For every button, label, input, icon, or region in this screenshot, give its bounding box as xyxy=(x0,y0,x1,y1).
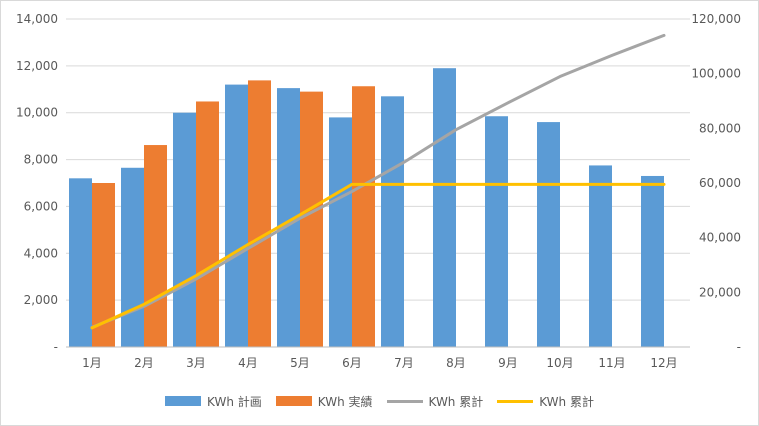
legend: KWh 計画 KWh 実績 KWh 累計 KWh 累計 xyxy=(0,390,759,412)
y-left-tick-label: 6,000 xyxy=(24,199,58,213)
y-right-tick-label: 80,000 xyxy=(699,121,741,135)
x-tick-label: 12月 xyxy=(650,356,677,370)
legend-label: KWh 累計 xyxy=(539,394,594,409)
x-tick-label: 1月 xyxy=(82,356,102,370)
x-tick-label: 10月 xyxy=(546,356,573,370)
legend-label: KWh 累計 xyxy=(428,394,484,409)
bar-plan xyxy=(381,96,404,347)
y-left-tick-label: - xyxy=(54,340,58,354)
bar-plan xyxy=(641,175,664,347)
x-tick-label: 2月 xyxy=(134,356,154,370)
bar-plan xyxy=(537,122,560,347)
bar-plan xyxy=(173,112,196,347)
y-right-tick-label: 120,000 xyxy=(691,12,741,26)
bar-actual xyxy=(196,101,219,348)
legend-label: KWh 計画 xyxy=(207,394,262,409)
bar-plan xyxy=(225,84,248,347)
bar-plan xyxy=(485,116,508,347)
y-left-tick-label: 8,000 xyxy=(24,153,58,167)
bar-plan xyxy=(329,117,352,348)
x-tick-label: 11月 xyxy=(598,356,625,370)
y-left-tick-label: 4,000 xyxy=(24,246,58,260)
y-right-tick-label: 60,000 xyxy=(699,176,741,190)
legend-swatch xyxy=(275,396,312,406)
y-right-tick-label: - xyxy=(737,340,741,354)
legend-swatch xyxy=(497,399,534,403)
bar-actual xyxy=(248,80,271,347)
legend-item: KWh 計画 xyxy=(165,393,262,410)
axes: - 2,000 4,000 6,000 8,000 10,000 12,000 14,000 -… xyxy=(16,12,741,370)
legend-item: KWh 実績 xyxy=(275,393,373,410)
bar-actual xyxy=(300,91,323,347)
x-tick-label: 9月 xyxy=(498,356,518,370)
legend-swatch xyxy=(386,399,423,403)
y-left-tick-label: 12,000 xyxy=(16,59,58,73)
x-tick-label: 3月 xyxy=(186,356,206,370)
x-tick-label: 4月 xyxy=(238,356,258,370)
x-tick-label: 5月 xyxy=(290,356,310,370)
line-cumulative-plan xyxy=(90,33,666,329)
legend-label: KWh 実績 xyxy=(317,394,373,409)
bar-plan xyxy=(121,167,144,347)
lines xyxy=(90,33,666,330)
y-right-tick-label: 40,000 xyxy=(699,231,741,245)
legend-item: KWh 累計 xyxy=(497,393,594,410)
x-tick-label: 7月 xyxy=(394,356,414,370)
legend-item: KWh 累計 xyxy=(386,393,484,410)
bar-plan xyxy=(433,68,456,347)
x-tick-label: 6月 xyxy=(342,356,362,370)
x-tick-label: 8月 xyxy=(446,356,466,370)
bar-actual xyxy=(92,183,115,347)
line-cumulative-actual xyxy=(90,182,666,330)
y-right-tick-label: 20,000 xyxy=(699,285,741,299)
bars xyxy=(69,68,664,348)
bar-actual xyxy=(144,145,167,347)
y-left-tick-label: 14,000 xyxy=(16,12,58,26)
y-right-tick-label: 100,000 xyxy=(691,67,741,81)
y-left-tick-label: 2,000 xyxy=(24,293,58,307)
bar-actual xyxy=(352,86,375,348)
bar-plan xyxy=(589,165,612,347)
legend-swatch xyxy=(165,396,202,406)
bar-plan xyxy=(69,178,92,347)
bar-plan xyxy=(277,88,300,347)
y-left-tick-label: 10,000 xyxy=(16,106,58,120)
